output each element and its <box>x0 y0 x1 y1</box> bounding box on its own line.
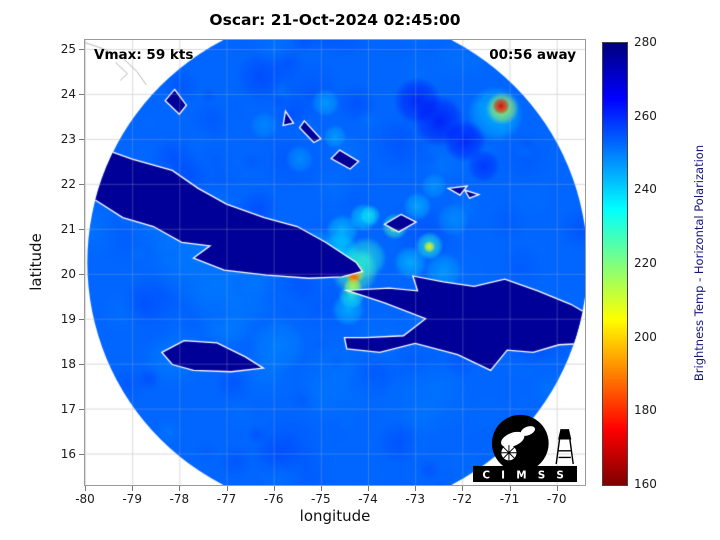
y-tick-label: 17 <box>60 401 76 416</box>
x-tick-label: -79 <box>122 492 142 506</box>
y-tick-mark <box>79 363 84 365</box>
satellite-dish-icon <box>520 426 536 436</box>
cimss-logo: C I M S S <box>473 414 577 483</box>
y-tick-label: 19 <box>60 311 76 326</box>
y-tick-label: 22 <box>60 176 76 191</box>
colorbar-tick-label: 240 <box>634 182 657 197</box>
x-tick-mark <box>85 486 86 491</box>
y-tick-mark <box>79 408 84 410</box>
radome-grid <box>501 445 517 461</box>
x-tick-label: -75 <box>311 492 331 506</box>
x-tick-label: -78 <box>169 492 190 506</box>
y-tick-label: 23 <box>60 131 76 146</box>
y-tick-mark <box>79 183 84 185</box>
vmax-annotation: Vmax: 59 kts <box>94 47 194 63</box>
colorbar-tick-label: 260 <box>634 108 657 123</box>
y-tick-label: 20 <box>60 266 76 281</box>
y-tick-mark <box>79 138 84 140</box>
colorbar <box>602 42 628 486</box>
cimss-banner <box>473 465 577 483</box>
satellite-dish-icon <box>501 431 525 448</box>
plot-area: Vmax: 59 kts 00:56 away C I M S S <box>84 39 586 486</box>
x-tick-mark <box>556 486 558 491</box>
colorbar-tick-label: 220 <box>634 256 657 270</box>
colorbar-tick-label: 280 <box>634 35 657 49</box>
y-tick-mark <box>79 453 84 455</box>
y-axis-label: latitude <box>27 233 45 291</box>
x-tick-label: -72 <box>452 492 473 506</box>
y-tick-label: 24 <box>60 86 76 101</box>
colorbar-tick-label: 180 <box>634 403 657 418</box>
x-axis-label: longitude <box>299 507 371 525</box>
y-tick-label: 16 <box>60 446 76 461</box>
y-tick-label: 18 <box>60 356 76 371</box>
y-tick-mark <box>79 318 84 320</box>
x-tick-mark <box>462 486 464 491</box>
cimss-logo-text: C I M S S <box>482 469 567 481</box>
x-tick-mark <box>368 486 370 491</box>
y-tick-mark <box>79 228 84 230</box>
satellite-microwave-map <box>85 40 585 485</box>
colorbar-label: Brightness Temp - Horizontal Polarizatio… <box>692 144 706 382</box>
x-tick-label: -71 <box>499 492 520 506</box>
y-tick-mark <box>79 273 84 275</box>
x-tick-mark <box>320 486 322 491</box>
x-tick-mark <box>226 486 228 491</box>
colorbar-tick-label: 200 <box>634 329 657 344</box>
x-tick-label: -70 <box>546 492 567 506</box>
x-tick-label: -80 <box>75 492 95 506</box>
x-tick-mark <box>179 486 181 491</box>
x-tick-label: -77 <box>216 492 237 506</box>
y-tick-mark <box>79 93 84 95</box>
y-tick-label: 25 <box>60 41 76 56</box>
x-tick-mark <box>415 486 417 491</box>
water-tower-icon <box>555 429 574 465</box>
plot-title: Oscar: 21-Oct-2024 02:45:00 <box>209 11 461 29</box>
x-tick-mark <box>132 486 134 491</box>
x-tick-label: -74 <box>358 492 378 506</box>
cimss-logo-disc <box>491 414 549 472</box>
y-tick-label: 21 <box>60 221 76 236</box>
x-tick-label: -73 <box>405 492 425 506</box>
colorbar-tick-label: 160 <box>634 477 657 491</box>
time-away-annotation: 00:56 away <box>489 47 576 63</box>
x-tick-mark <box>509 486 511 491</box>
x-tick-label: -76 <box>263 492 284 506</box>
x-tick-mark <box>273 486 275 491</box>
y-tick-mark <box>79 48 84 50</box>
